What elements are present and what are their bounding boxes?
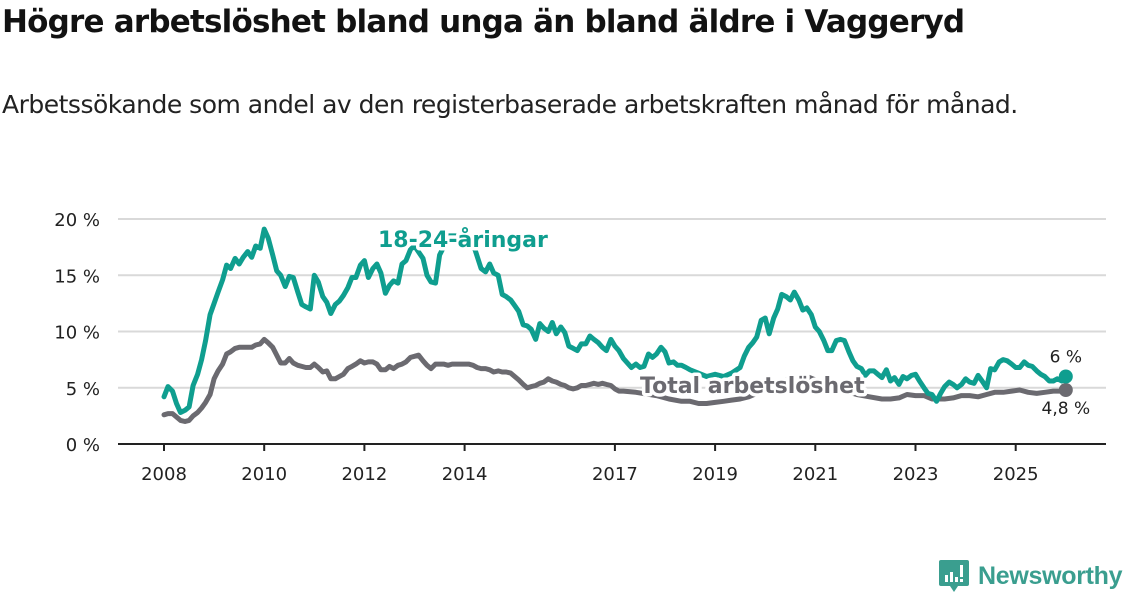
end-value-label-total: 4,8 % [1042,399,1091,419]
chart-title: Högre arbetslöshet bland unga än bland ä… [2,4,965,40]
series-line-total [161,336,1069,424]
x-tick-label: 2023 [893,464,939,485]
series-end-point-total [1058,383,1073,397]
series-label-youth: 18-24-åringar [378,227,548,253]
y-tick-label: 0 % [66,435,100,456]
x-tick-label: 2014 [442,464,488,485]
x-tick-label: 2021 [792,464,838,485]
y-tick-label: 15 % [54,266,100,287]
newsworthy-logo: Newsworthy [938,558,1123,594]
y-tick-label: 20 % [54,210,100,231]
series-line-youth [161,226,1069,415]
series-lines [161,226,1073,424]
x-axis: 2008 2010 2012 2014 2017 2019 2021 2023 2025 [118,443,1106,485]
x-tick-label: 2017 [592,464,638,485]
series-end-point-youth [1058,369,1073,384]
gridlines [118,218,1106,389]
x-tick-label: 2012 [341,464,387,485]
series-labels: 18-24-åringar Total arbetslöshet 6 % 4,8 % [375,224,1091,420]
x-tick-label: 2019 [692,464,738,485]
newsworthy-logo-text: Newsworthy [978,561,1123,590]
x-tick-label: 2008 [141,464,187,485]
chart-subtitle: Arbetssökande som andel av den registerb… [2,90,1018,119]
y-tick-label: 10 % [54,323,100,344]
x-tick-label: 2010 [241,464,287,485]
x-tick-label: 2025 [993,464,1039,485]
series-label-total: Total arbetslöshet [640,374,865,399]
y-axis-tick-labels: 0 % 5 % 10 % 15 % 20 % [54,210,100,456]
end-value-label-youth: 6 % [1050,348,1082,368]
y-tick-label: 5 % [66,379,100,400]
newsworthy-logo-icon [939,560,969,592]
